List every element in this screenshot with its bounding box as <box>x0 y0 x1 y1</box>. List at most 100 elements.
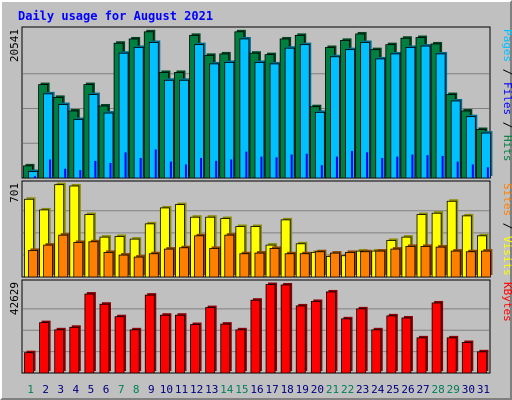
bar-pages-day-27 <box>426 155 429 178</box>
bar-kbytes-day-6-face <box>99 303 110 374</box>
bar-pages-day-6 <box>109 163 112 178</box>
bar-files-day-8 <box>133 45 146 179</box>
bar-sites-day-10 <box>163 247 176 278</box>
bar-pages-day-3 <box>64 168 67 178</box>
bar-files-day-18 <box>284 46 297 179</box>
legend-2-part-1: Sites <box>501 183 512 216</box>
bar-pages-day-22-face <box>351 150 354 178</box>
bar-sites-day-22-face <box>345 252 355 278</box>
bar-kbytes-day-17-face <box>265 284 276 374</box>
bar-kbytes-day-10-face <box>159 314 170 374</box>
bar-pages-day-14-face <box>230 159 233 178</box>
bar-sites-day-31 <box>481 249 493 278</box>
bar-sites-day-25-face <box>390 248 401 278</box>
bar-pages-day-20-face <box>320 165 323 178</box>
bar-sites-day-28-face <box>435 246 446 278</box>
bar-sites-day-21 <box>330 251 342 278</box>
bar-files-day-7-face <box>118 52 129 179</box>
bar-sites-day-4 <box>73 240 85 278</box>
bar-kbytes-day-22-face <box>341 318 351 374</box>
bar-kbytes-day-7-face <box>114 316 125 374</box>
bar-files-day-14-face <box>224 62 235 179</box>
legend-1-part-5: Hits <box>501 135 512 162</box>
bar-kbytes-day-12 <box>190 322 202 374</box>
bar-sites-day-23-face <box>360 251 371 278</box>
bar-pages-day-31-face <box>486 167 489 178</box>
x-tick-29: 29 <box>447 383 460 396</box>
bar-pages-day-2 <box>49 159 52 178</box>
bar-pages-day-10-face <box>169 161 172 178</box>
bar-pages-day-15-face <box>245 151 248 178</box>
bar-pages-day-18-face <box>290 154 293 178</box>
bar-pages-day-3-face <box>64 168 67 178</box>
bar-pages-day-30-face <box>471 164 474 178</box>
bar-kbytes-day-1 <box>24 350 36 374</box>
legend-1-part-4: / <box>501 115 512 135</box>
bar-sites-day-23 <box>360 249 372 278</box>
bar-kbytes-day-24 <box>371 327 383 374</box>
bar-files-day-2 <box>43 91 55 179</box>
bar-kbytes-day-4-face <box>69 326 80 374</box>
bar-pages-day-21-face <box>335 156 338 178</box>
bar-files-day-12-face <box>194 44 204 179</box>
bar-pages-day-24 <box>381 158 384 178</box>
bar-pages-day-22 <box>351 150 354 178</box>
bar-kbytes-day-29 <box>446 335 459 374</box>
bar-files-day-27 <box>420 44 433 179</box>
bar-pages-day-10 <box>169 161 172 178</box>
bar-files-day-8-face <box>133 47 144 179</box>
x-tick-13: 13 <box>205 383 218 396</box>
bar-pages-day-7 <box>124 152 127 178</box>
bar-sites-day-27-face <box>420 246 431 278</box>
bar-sites-day-3-face <box>58 234 69 278</box>
bar-sites-day-18-face <box>284 253 295 278</box>
bar-pages-day-28 <box>441 155 444 178</box>
bar-pages-day-25 <box>396 156 399 178</box>
x-tick-10: 10 <box>160 383 173 396</box>
bar-kbytes-day-28 <box>431 300 444 374</box>
x-tick-30: 30 <box>462 383 475 396</box>
bar-sites-day-8 <box>133 255 146 278</box>
bar-files-day-9-face <box>148 42 159 179</box>
x-tick-25: 25 <box>386 383 399 396</box>
bar-pages-day-8-face <box>139 158 142 178</box>
bar-files-day-6-face <box>103 112 114 179</box>
bar-kbytes-day-5-face <box>84 293 95 374</box>
bar-kbytes-day-30-face <box>461 342 472 374</box>
bar-sites-day-19-face <box>299 253 310 278</box>
bar-kbytes-day-13-face <box>205 307 216 374</box>
bar-pages-day-1 <box>34 176 36 178</box>
x-tick-19: 19 <box>296 383 309 396</box>
bar-sites-day-5-face <box>88 241 99 278</box>
x-tick-4: 4 <box>73 383 80 396</box>
bar-kbytes-day-27 <box>416 335 429 374</box>
bar-sites-day-2 <box>43 243 55 278</box>
bar-files-day-24-face <box>375 58 386 179</box>
bar-pages-day-26 <box>411 154 414 178</box>
bar-kbytes-day-31-face <box>477 351 487 374</box>
bar-files-day-26 <box>405 45 417 179</box>
x-tick-5: 5 <box>88 383 95 396</box>
bar-files-day-5 <box>88 92 100 179</box>
bar-sites-day-1 <box>28 248 40 278</box>
bar-kbytes-day-18-face <box>280 284 291 374</box>
bar-sites-day-17-face <box>269 248 280 278</box>
bar-kbytes-day-14 <box>220 322 232 374</box>
bar-kbytes-day-31 <box>477 349 489 374</box>
bar-sites-day-27 <box>420 244 433 278</box>
bar-pages-day-11 <box>184 164 187 178</box>
bar-files-day-2-face <box>43 93 53 179</box>
bar-kbytes-day-4 <box>69 325 81 374</box>
bar-files-day-21-face <box>330 56 340 179</box>
bar-pages-day-7-face <box>124 152 127 178</box>
x-tick-28: 28 <box>432 383 445 396</box>
bar-files-day-1-face <box>28 171 38 179</box>
bar-files-day-28 <box>435 51 448 179</box>
bar-sites-day-24 <box>375 249 387 278</box>
bar-files-day-20 <box>314 110 327 179</box>
bar-files-day-4-face <box>73 119 84 179</box>
bar-kbytes-day-11-face <box>175 314 185 374</box>
bar-sites-day-13-face <box>209 248 220 278</box>
bar-sites-day-21-face <box>330 252 340 278</box>
